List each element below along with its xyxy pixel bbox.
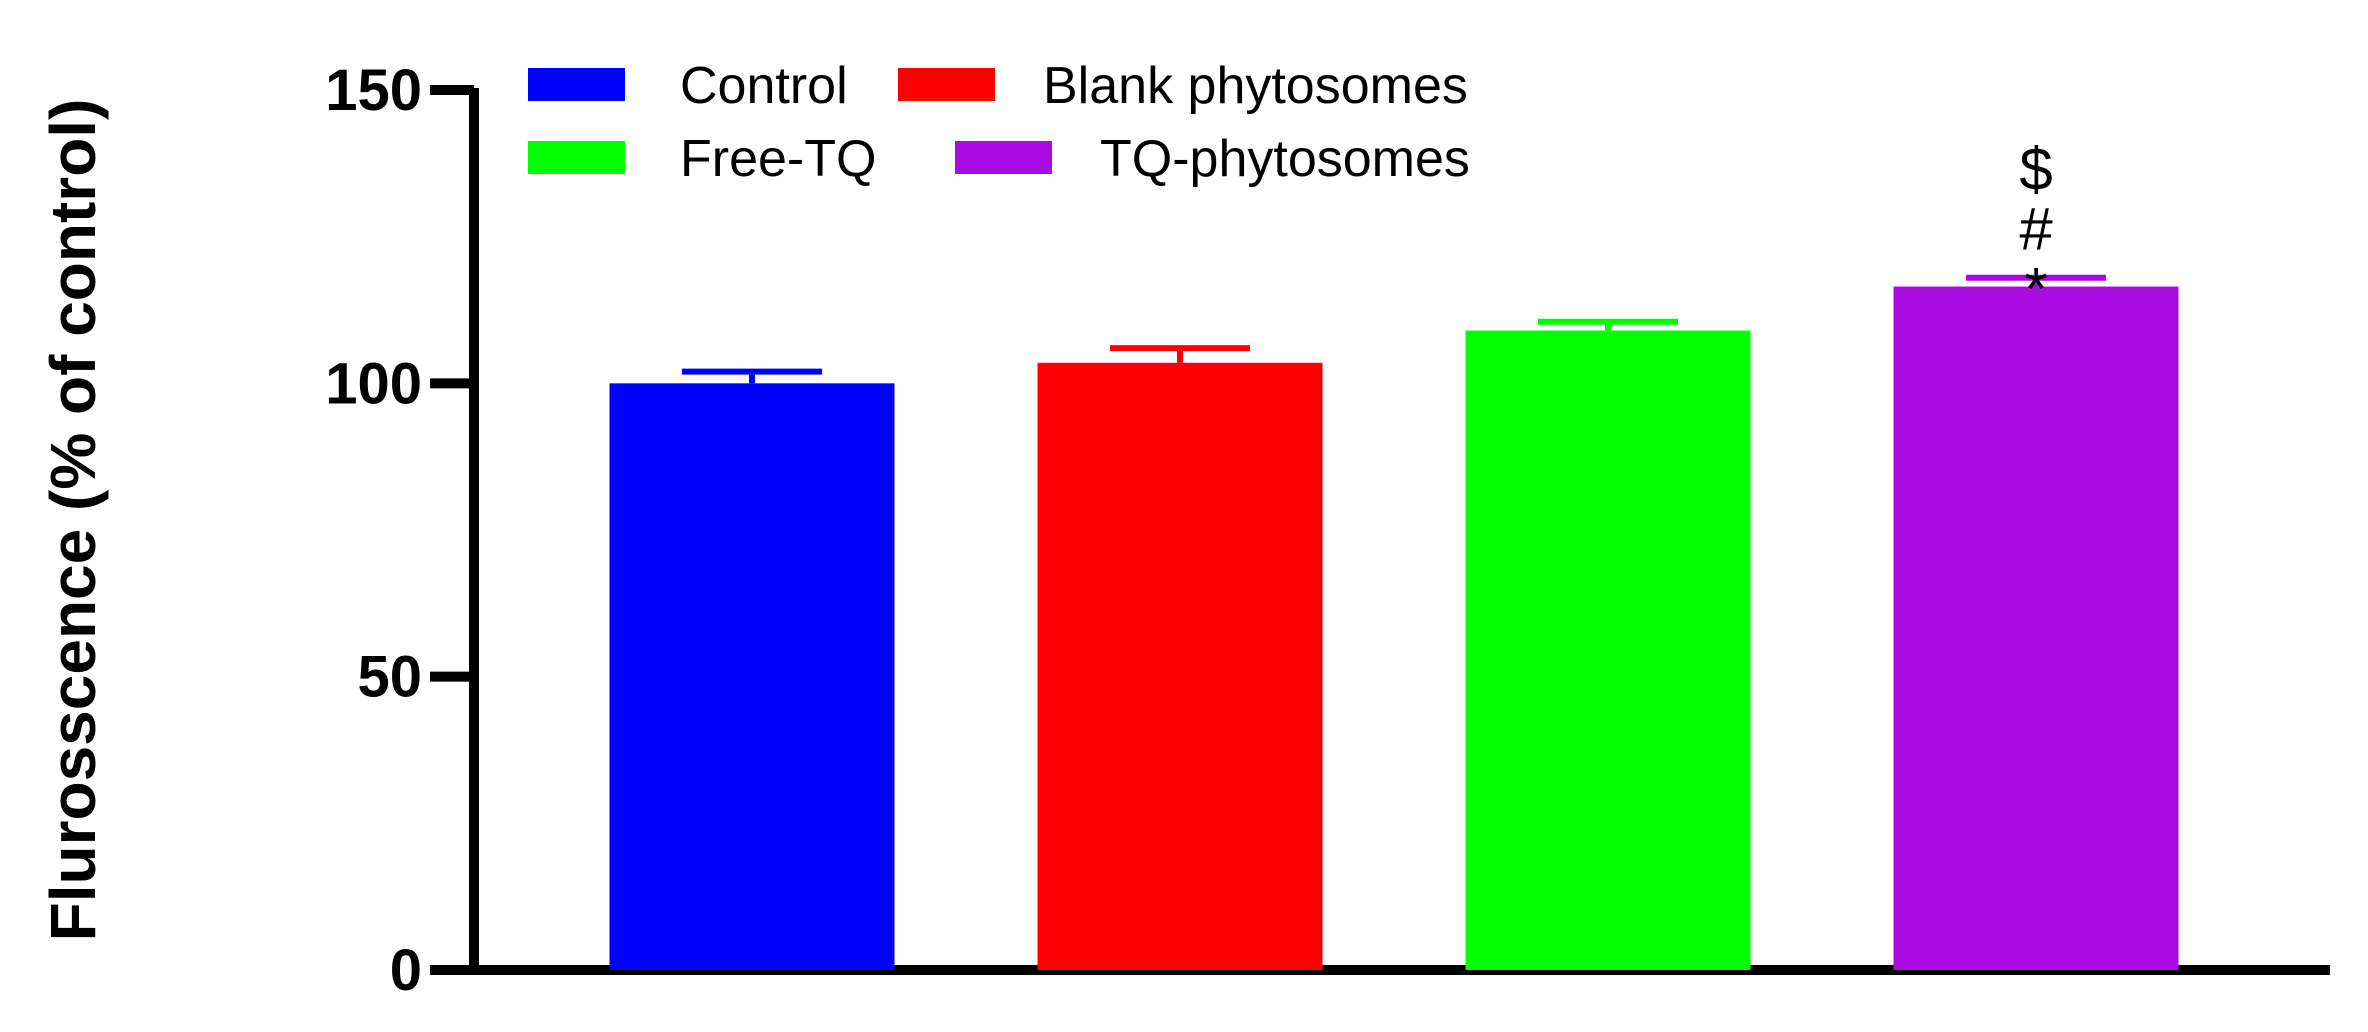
legend: Control Blank phytosomes Free-TQ TQ-phytoso… <box>528 57 1470 188</box>
y-axis-label: Flurosscence (% of control) <box>37 99 109 942</box>
legend-swatch <box>528 68 625 101</box>
bar-blank-phytosomes <box>1037 362 1323 970</box>
bar-free-tq <box>1465 330 1751 970</box>
legend-swatch <box>898 68 995 101</box>
significance-annotations: $#* <box>2019 136 2053 323</box>
legend-label: Control <box>680 57 848 115</box>
significance-mark: # <box>2019 196 2053 263</box>
significance-mark: $ <box>2019 136 2052 203</box>
bar-tq-phytosomes <box>1893 286 2179 970</box>
y-tick-label: 100 <box>325 351 422 416</box>
y-tick-label: 150 <box>325 58 422 123</box>
y-tick-label: 0 <box>390 938 422 1003</box>
error-bars <box>682 274 2106 384</box>
legend-swatch <box>528 141 625 174</box>
significance-mark: * <box>2024 256 2047 323</box>
y-tick-label: 50 <box>357 645 422 710</box>
bars <box>609 286 2179 970</box>
bar-control <box>609 383 895 970</box>
legend-swatch <box>955 141 1052 174</box>
legend-label: Blank phytosomes <box>1043 57 1468 115</box>
legend-label: TQ-phytosomes <box>1100 130 1470 188</box>
legend-label: Free-TQ <box>680 130 876 188</box>
